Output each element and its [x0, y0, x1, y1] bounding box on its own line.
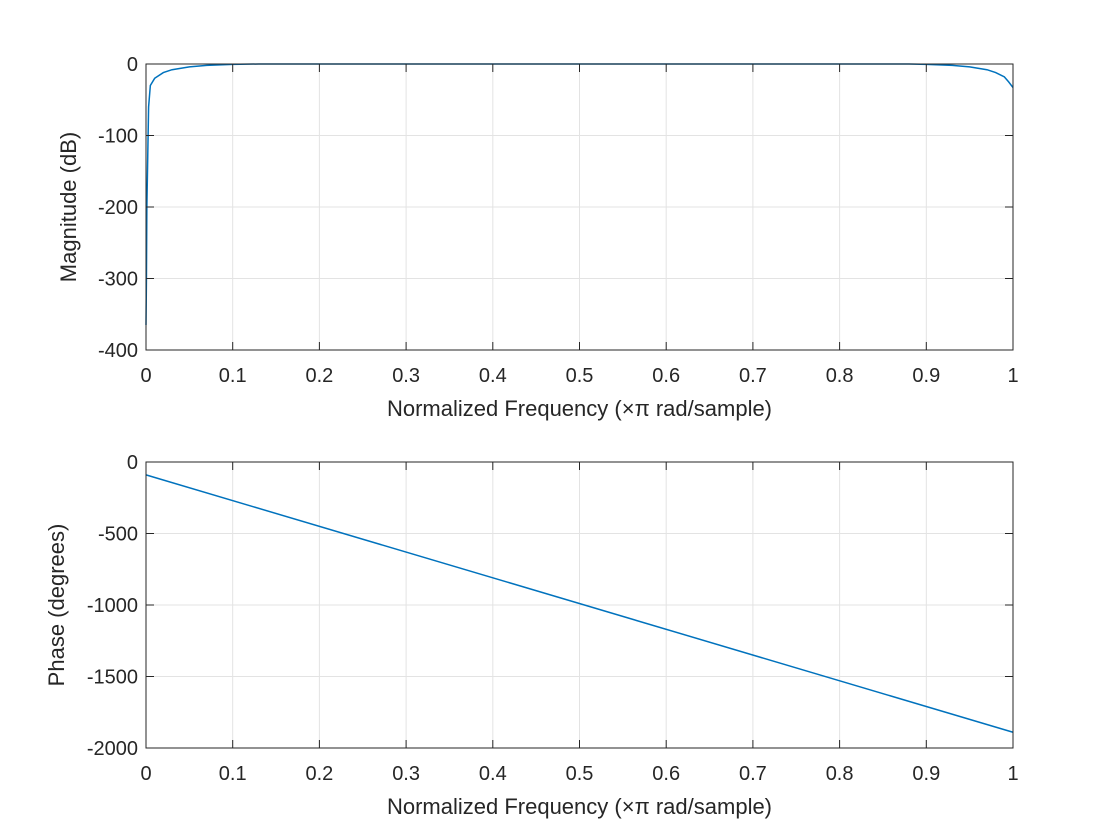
phase-series	[145, 474, 1014, 733]
phase-x-tick-label: 0.4	[479, 763, 507, 785]
phase-x-tick-label: 0.6	[652, 763, 680, 785]
phase-x-tick-label: 0.9	[912, 763, 940, 785]
magnitude-x-tick-label: 0.1	[219, 365, 247, 387]
magnitude-plot: 0 0.1 0.2 0.3 0.4 0.5 0.6 0.7 0.8 0.9 1 0 -100 -200 -3…	[56, 54, 1019, 421]
phase-y-tick-label: 0	[127, 452, 138, 474]
magnitude-x-tick-label: 0.8	[826, 365, 854, 387]
phase-plot: 0 0.1 0.2 0.3 0.4 0.5 0.6 0.7 0.8 0.9 1 0 -500 -1000 -…	[44, 452, 1019, 819]
phase-y-axis-label: Phase (degrees)	[44, 524, 69, 687]
magnitude-x-tick-label: 0.3	[392, 365, 420, 387]
phase-x-axis-label: Normalized Frequency (×π rad/sample)	[387, 794, 772, 819]
magnitude-x-axis-label: Normalized Frequency (×π rad/sample)	[387, 396, 772, 421]
phase-x-tick-label: 0.3	[392, 763, 420, 785]
phase-y-tick-label: -500	[98, 524, 138, 546]
phase-x-tick-label: 0.7	[739, 763, 767, 785]
phase-y-tick-label: -1500	[87, 667, 138, 689]
magnitude-x-tick-label: 0.6	[652, 365, 680, 387]
magnitude-x-tick-label: 0.5	[566, 365, 594, 387]
magnitude-x-tick-label: 0.2	[305, 365, 333, 387]
phase-y-tick-label: -1000	[87, 595, 138, 617]
magnitude-y-tick-label: -400	[98, 340, 138, 362]
phase-x-tick-label: 0.8	[826, 763, 854, 785]
phase-x-tick-label: 0.2	[305, 763, 333, 785]
phase-y-tick-label: -2000	[87, 738, 138, 760]
magnitude-x-tick-label: 1	[1007, 365, 1018, 387]
magnitude-x-tick-label: 0.9	[912, 365, 940, 387]
magnitude-y-tick-label: -100	[98, 126, 138, 148]
phase-x-tick-label: 0.5	[566, 763, 594, 785]
magnitude-y-tick-label: -300	[98, 269, 138, 291]
magnitude-x-tick-label: 0	[140, 365, 151, 387]
phase-x-tick-label: 0.1	[219, 763, 247, 785]
phase-ticks: 0 0.1 0.2 0.3 0.4 0.5 0.6 0.7 0.8 0.9 1 0 -500 -1000 -…	[87, 452, 1019, 785]
magnitude-x-tick-label: 0.4	[479, 365, 507, 387]
magnitude-y-tick-label: 0	[127, 54, 138, 76]
magnitude-y-axis-label: Magnitude (dB)	[56, 132, 81, 282]
phase-x-tick-label: 1	[1007, 763, 1018, 785]
magnitude-x-tick-label: 0.7	[739, 365, 767, 387]
magnitude-y-tick-label: -200	[98, 197, 138, 219]
magnitude-ticks: 0 0.1 0.2 0.3 0.4 0.5 0.6 0.7 0.8 0.9 1 0 -100 -200 -3…	[98, 54, 1019, 387]
phase-line	[145, 474, 1014, 733]
phase-x-tick-label: 0	[140, 763, 151, 785]
